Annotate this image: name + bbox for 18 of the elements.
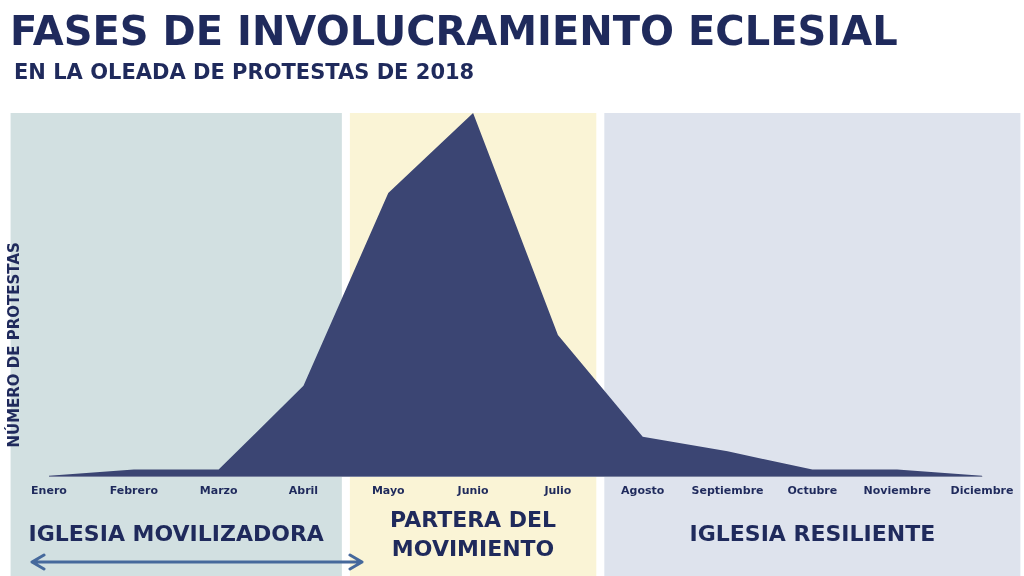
- x-tick-label: Septiembre: [691, 484, 764, 498]
- x-tick-label: Marzo: [199, 484, 238, 498]
- x-tick-label: Junio: [456, 484, 490, 498]
- x-tick-label: Mayo: [371, 484, 406, 498]
- x-tick-label: Abril: [288, 484, 319, 498]
- band-label: IGLESIA MOVILIZADORA: [28, 520, 324, 546]
- x-tick-label: Octubre: [787, 484, 838, 498]
- chart-title: FASES DE INVOLUCRAMIENTO ECLESIAL: [10, 8, 898, 54]
- x-tick-label: Agosto: [621, 484, 665, 498]
- x-tick-label: Febrero: [109, 484, 159, 498]
- band-label: PARTERA DEL MOVIMIENTO: [390, 506, 557, 561]
- x-tick-label: Julio: [543, 484, 572, 498]
- x-tick-label: Diciembre: [950, 484, 1014, 498]
- y-axis-title: NÚMERO DE PROTESTAS: [3, 242, 23, 448]
- x-tick-label: Noviembre: [863, 484, 931, 498]
- chart-subtitle: EN LA OLEADA DE PROTESTAS DE 2018: [14, 60, 475, 84]
- band-label: IGLESIA RESILIENTE: [689, 520, 936, 546]
- x-tick-label: Enero: [31, 484, 68, 498]
